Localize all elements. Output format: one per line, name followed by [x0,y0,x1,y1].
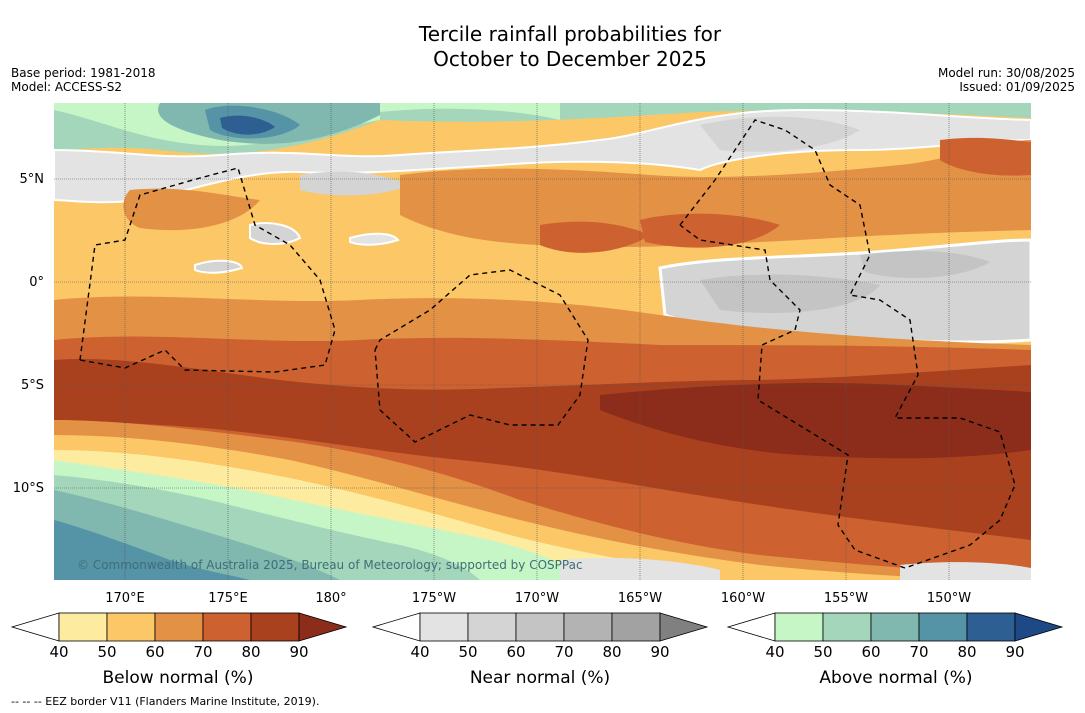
colorbar-2-segment-2 [822,612,872,642]
colorbar-1-segment-4 [563,612,613,642]
issued-date: Issued: 01/09/2025 [959,80,1075,94]
colorbar-0-segment-2 [106,612,156,642]
lon-label-170e: 170°E [105,591,145,606]
colorbar-2-low-extend [726,612,776,642]
colorbar-0-low-extend [10,612,60,642]
title-line-2: October to December 2025 [433,47,707,71]
colorbar-1-tick-80: 80 [602,643,622,661]
colorbar-0-segment-5 [250,612,300,642]
eez-borders [79,119,1016,569]
colorbar-2-tick-40: 40 [765,643,785,661]
meta-left: Base period: 1981-2018 Model: ACCESS-S2 [11,66,156,94]
lat-label-10s: 10°S [13,481,44,496]
colorbar-1-segment-2 [467,612,517,642]
colorbar-1-tick-70: 70 [554,643,574,661]
meta-right: Model run: 30/08/2025 Issued: 01/09/2025 [938,66,1075,94]
lon-label-175w: 175°W [412,591,456,606]
colorbar-0-segment-4 [202,612,252,642]
colorbar-2-tick-70: 70 [909,643,929,661]
lon-label-170w: 170°W [515,591,559,606]
colorbar-0-segment-1 [58,612,108,642]
colorbar-2-tick-60: 60 [861,643,881,661]
colorbar-2-tick-90: 90 [1005,643,1025,661]
colorbar-1-tick-50: 50 [458,643,478,661]
colorbar-1-segment-5 [611,612,661,642]
colorbar-2-high-extend [1014,612,1064,642]
colorbar-1-segment-1 [419,612,469,642]
colorbar-title-near: Near normal (%) [469,668,611,688]
colorbar-0-tick-70: 70 [193,643,213,661]
colorbar-1-low-extend [371,612,421,642]
lon-label-160w: 160°W [721,591,765,606]
colorbar-1-tick-90: 90 [650,643,670,661]
colorbar-2-tick-80: 80 [957,643,977,661]
colorbar-0-segment-3 [154,612,204,642]
colorbar-title-above: Above normal (%) [819,668,973,688]
lat-label-5n: 5°N [20,172,45,187]
colorbar-0-tick-60: 60 [145,643,165,661]
base-period: Base period: 1981-2018 [11,66,156,80]
colorbar-title-below: Below normal (%) [102,668,254,688]
colorbar-2-segment-1 [774,612,824,642]
colorbar-1-tick-40: 40 [410,643,430,661]
colorbar-0-high-extend [298,612,348,642]
model-run: Model run: 30/08/2025 [937,66,1075,80]
colorbar-1-tick-60: 60 [506,643,526,661]
colorbar-2-tick-50: 50 [813,643,833,661]
model-name: Model: ACCESS-S2 [11,80,123,94]
colorbar-2-segment-4 [918,612,968,642]
lon-label-180: 180° [315,591,346,606]
lon-label-175e: 175°E [208,591,248,606]
lon-label-150w: 150°W [927,591,971,606]
lon-label-155w: 155°W [824,591,868,606]
colorbar-2-segment-5 [966,612,1016,642]
colorbar-near-normal [371,612,709,642]
colorbar-0-tick-50: 50 [97,643,117,661]
colorbar-1-segment-3 [515,612,565,642]
map-field [54,103,1031,580]
lon-label-165w: 165°W [618,591,662,606]
lat-label-0: 0° [29,275,44,290]
lat-label-5s: 5°S [21,378,44,393]
eez-legend-note: -- -- -- EEZ border V11 (Flanders Marine… [11,695,320,708]
colorbar-above-normal [726,612,1064,642]
colorbar-2-segment-3 [870,612,920,642]
colorbar-1-high-extend [659,612,709,642]
colorbar-0-tick-80: 80 [241,643,261,661]
title-line-1: Tercile rainfall probabilities for [418,22,722,46]
colorbar-below-normal [10,612,348,642]
map-title: Tercile rainfall probabilities for Octob… [0,22,1085,72]
colorbar-0-tick-40: 40 [49,643,69,661]
colorbar-0-tick-90: 90 [289,643,309,661]
copyright-notice: © Commonwealth of Australia 2025, Bureau… [77,558,583,572]
